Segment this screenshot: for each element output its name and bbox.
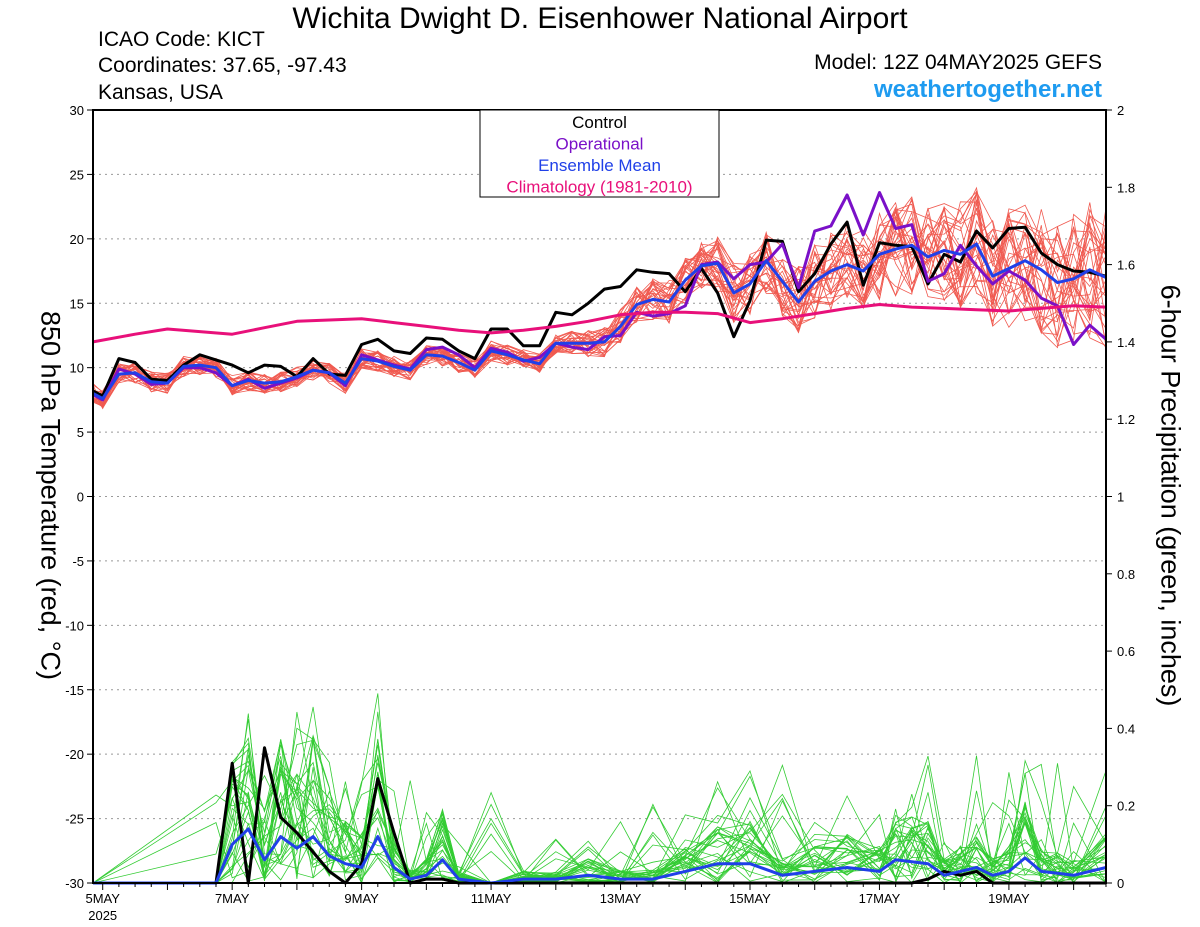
y2-tick-label: 0.2 bbox=[1117, 799, 1135, 814]
y2-tick-label: 1.2 bbox=[1117, 412, 1135, 427]
x-tick-label: 7MAY bbox=[215, 891, 250, 906]
y-tick-label: 15 bbox=[70, 296, 84, 311]
y2-tick-label: 1.6 bbox=[1117, 258, 1135, 273]
y-axis-label-right: 6-hour Precipitation (green, inches) bbox=[1155, 284, 1186, 707]
x-tick-label: 19MAY bbox=[988, 891, 1030, 906]
legend-entry: Operational bbox=[556, 135, 644, 154]
y-tick-label: 0 bbox=[77, 490, 84, 505]
y-tick-label: 5 bbox=[77, 425, 84, 440]
precip-member-line bbox=[93, 754, 1107, 884]
x-tick-label: 13MAY bbox=[600, 891, 642, 906]
y-tick-label: -10 bbox=[65, 618, 84, 633]
ensemble-member-line bbox=[92, 192, 1107, 400]
y2-tick-label: 0.4 bbox=[1117, 721, 1135, 736]
model-run: Model: 12Z 04MAY2025 GEFS bbox=[814, 51, 1102, 74]
y-tick-label: -25 bbox=[65, 812, 84, 827]
chart-title: Wichita Dwight D. Eisenhower National Ai… bbox=[292, 2, 908, 35]
y2-tick-label: 1.8 bbox=[1117, 180, 1135, 195]
legend-entry: Climatology (1981-2010) bbox=[506, 178, 692, 197]
y-tick-label: -5 bbox=[72, 554, 84, 569]
ensemble-member-line bbox=[92, 201, 1107, 399]
legend-entry: Ensemble Mean bbox=[538, 156, 661, 175]
y2-tick-label: 0 bbox=[1117, 876, 1124, 891]
ensemble-mean-temp-line bbox=[92, 242, 1107, 401]
ensemble-member-line bbox=[92, 203, 1107, 406]
y-tick-label: 25 bbox=[70, 167, 84, 182]
precip-member-line bbox=[93, 761, 1107, 884]
legend: Control Operational Ensemble Mean Climatolo… bbox=[479, 109, 720, 198]
series-lines bbox=[92, 191, 1107, 885]
y2-tick-label: 2 bbox=[1117, 103, 1124, 118]
grid-lines bbox=[93, 173, 1106, 820]
y-tick-label: -20 bbox=[65, 747, 84, 762]
ensemble-mean-precip-line bbox=[93, 827, 1107, 885]
icao-code: ICAO Code: KICT bbox=[98, 28, 265, 51]
y-tick-label: 10 bbox=[70, 361, 84, 376]
y-tick-label: 20 bbox=[70, 232, 84, 247]
y-axis-label-left: 850 hPa Temperature (red, °C) bbox=[35, 311, 66, 680]
region: Kansas, USA bbox=[98, 81, 223, 104]
x-year-label: 2025 bbox=[88, 908, 117, 923]
y-tick-label: -15 bbox=[65, 683, 84, 698]
y2-tick-label: 1 bbox=[1117, 490, 1124, 505]
legend-entry: Control bbox=[572, 113, 627, 132]
y2-tick-label: 0.8 bbox=[1117, 567, 1135, 582]
ensemble-member-line bbox=[92, 211, 1107, 393]
x-tick-label: 11MAY bbox=[471, 891, 512, 906]
control-temp-line bbox=[92, 220, 1107, 398]
ensemble-member-line bbox=[92, 192, 1107, 407]
legend-box bbox=[479, 109, 720, 198]
precip-member-line bbox=[92, 779, 1107, 884]
ensemble-member-line bbox=[92, 215, 1107, 406]
x-tick-label: 17MAY bbox=[859, 891, 901, 906]
y-tick-label: -30 bbox=[65, 876, 84, 891]
coordinates: Coordinates: 37.65, -97.43 bbox=[98, 54, 347, 77]
ensemble-member-line bbox=[92, 206, 1107, 394]
site-link[interactable]: weathertogether.net bbox=[873, 76, 1102, 103]
climatology-1981-2010-temp-line bbox=[92, 303, 1107, 344]
ensemble-member-line bbox=[92, 202, 1107, 407]
precip-member-line bbox=[93, 706, 1107, 884]
x-tick-label: 15MAY bbox=[729, 891, 771, 906]
y2-tick-label: 1.4 bbox=[1117, 335, 1135, 350]
y2-tick-label: 0.6 bbox=[1117, 644, 1135, 659]
y-tick-label: 30 bbox=[70, 103, 84, 118]
ensemble-member-line bbox=[92, 191, 1107, 400]
ensemble-member-line bbox=[92, 207, 1107, 395]
x-tick-label: 5MAY bbox=[85, 891, 120, 906]
x-tick-label: 9MAY bbox=[344, 891, 379, 906]
ensemble-member-line bbox=[92, 203, 1107, 393]
